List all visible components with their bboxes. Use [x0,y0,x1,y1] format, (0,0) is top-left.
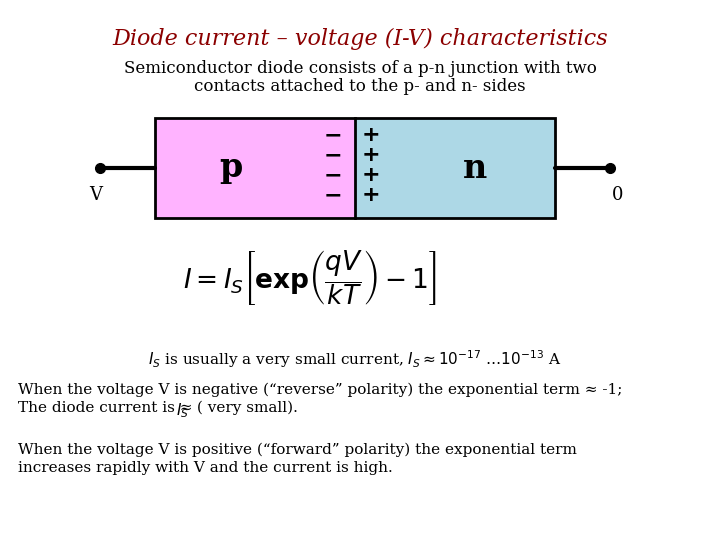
Text: contacts attached to the p- and n- sides: contacts attached to the p- and n- sides [194,78,526,95]
Text: Diode current – voltage (I-V) characteristics: Diode current – voltage (I-V) characteri… [112,28,608,50]
Text: +: + [361,145,380,165]
Text: When the voltage V is negative (“reverse” polarity) the exponential term ≈ -1;: When the voltage V is negative (“reverse… [18,383,622,397]
Text: Semiconductor diode consists of a p-n junction with two: Semiconductor diode consists of a p-n ju… [124,60,596,77]
Bar [355,118,555,218]
Text: +: + [361,165,380,185]
Text: +: + [361,185,380,205]
Text: V: V [89,186,102,204]
Text: ( very small).: ( very small). [192,401,298,415]
Text: −: − [324,145,342,165]
Text: −: − [324,185,342,205]
Text: +: + [361,125,380,145]
Bar [155,118,355,218]
Bar [155,118,555,218]
Text: 0: 0 [612,186,624,204]
Text: $I_S$ is usually a very small current, $I_S \approx 10^{-17}$ $\ldots 10^{-13}$ : $I_S$ is usually a very small current, $… [148,348,562,370]
Text: When the voltage V is positive (“forward” polarity) the exponential term: When the voltage V is positive (“forward… [18,443,577,457]
Text: increases rapidly with V and the current is high.: increases rapidly with V and the current… [18,461,392,475]
Text: The diode current is ≈: The diode current is ≈ [18,401,197,415]
Text: p: p [220,152,243,185]
Text: $I_S$: $I_S$ [176,401,189,420]
Text: −: − [324,165,342,185]
Text: n: n [463,152,487,185]
Text: −: − [324,125,342,145]
Text: $I = I_S \left[ \mathbf{exp}\left(\dfrac{qV}{kT}\right) - 1 \right]$: $I = I_S \left[ \mathbf{exp}\left(\dfrac… [183,248,437,307]
